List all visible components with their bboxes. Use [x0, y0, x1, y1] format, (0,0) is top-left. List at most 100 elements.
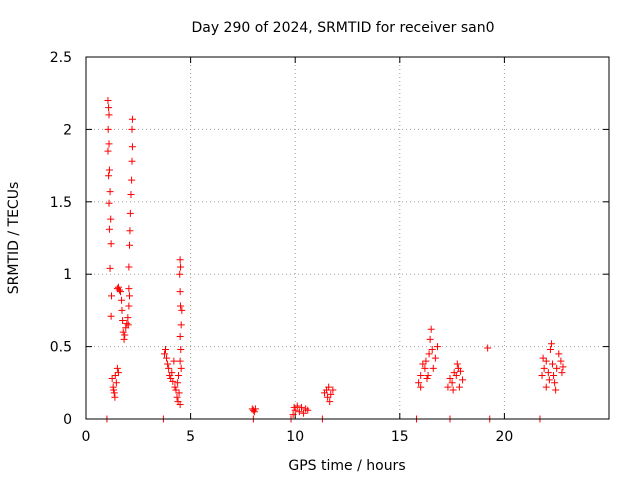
- data-point: [552, 386, 560, 394]
- data-point: [425, 350, 433, 358]
- y-axis-ticks: 0 0.5 1 1.5 2 2.5: [50, 50, 609, 428]
- data-point: [128, 143, 136, 151]
- data-point: [170, 357, 178, 365]
- data-point: [108, 374, 116, 382]
- data-point: [424, 372, 432, 380]
- data-point: [107, 240, 115, 248]
- x-tick-label: 20: [495, 429, 513, 445]
- data-point: [250, 408, 258, 416]
- data-point: [165, 364, 173, 372]
- data-point: [428, 345, 436, 353]
- data-point: [128, 115, 136, 123]
- data-point: [304, 406, 312, 414]
- data-point: [104, 147, 112, 155]
- data-point: [175, 389, 183, 397]
- data-point: [559, 363, 567, 371]
- data-point: [110, 386, 118, 394]
- data-point: [538, 372, 546, 380]
- data-point: [453, 360, 461, 368]
- data-point: [419, 360, 427, 368]
- data-point: [114, 283, 122, 291]
- data-point: [448, 379, 456, 387]
- data-point: [551, 379, 559, 387]
- data-point: [429, 364, 437, 372]
- data-point: [176, 256, 184, 264]
- data-point: [542, 383, 550, 391]
- data-point: [176, 288, 184, 296]
- y-tick-label: 1: [63, 267, 72, 283]
- data-points: [103, 96, 567, 423]
- data-point: [326, 398, 334, 406]
- data-point: [251, 405, 259, 413]
- data-point: [293, 402, 301, 410]
- data-point: [171, 383, 179, 391]
- data-point: [426, 335, 434, 343]
- data-point: [553, 364, 561, 372]
- data-point: [115, 286, 123, 294]
- data-point: [176, 357, 184, 365]
- y-axis-label: SRMTID / TECUs: [6, 182, 22, 295]
- data-point: [431, 354, 439, 362]
- chart-title: Day 290 of 2024, SRMTID for receiver san…: [191, 20, 494, 36]
- data-point: [547, 340, 555, 348]
- data-point: [168, 369, 176, 377]
- data-point: [107, 215, 115, 223]
- data-point: [163, 354, 171, 362]
- data-point: [177, 345, 185, 353]
- data-point: [542, 357, 550, 365]
- data-point: [104, 96, 112, 104]
- data-point: [125, 285, 133, 293]
- data-point: [449, 386, 457, 394]
- data-point: [484, 344, 492, 352]
- data-point: [105, 104, 113, 112]
- data-point: [128, 176, 136, 184]
- x-tick-label: 15: [391, 429, 409, 445]
- data-point: [126, 292, 134, 300]
- data-point: [176, 401, 184, 409]
- data-point: [422, 357, 430, 365]
- data-point: [178, 306, 186, 314]
- data-point: [174, 379, 182, 387]
- data-point: [105, 111, 113, 119]
- data-point: [120, 335, 128, 343]
- data-point: [291, 406, 299, 414]
- data-point: [544, 369, 552, 377]
- data-point: [105, 172, 113, 180]
- data-point: [427, 325, 435, 333]
- data-point: [126, 209, 134, 217]
- data-point: [177, 364, 185, 372]
- data-point: [455, 383, 463, 391]
- data-point: [558, 369, 566, 377]
- data-point: [415, 379, 423, 387]
- data-point: [126, 241, 134, 249]
- data-point: [174, 372, 182, 380]
- data-point: [324, 393, 332, 401]
- data-point: [295, 408, 303, 416]
- data-point: [289, 411, 297, 419]
- data-point: [105, 140, 113, 148]
- data-point: [459, 376, 467, 384]
- data-point: [327, 390, 335, 398]
- data-point: [106, 188, 114, 196]
- data-point: [123, 319, 131, 327]
- x-tick-label: 5: [186, 429, 195, 445]
- data-point: [417, 372, 425, 380]
- data-point: [125, 302, 133, 310]
- data-point: [540, 364, 548, 372]
- data-point: [121, 331, 129, 339]
- x-tick-label: 0: [82, 429, 91, 445]
- data-point: [124, 321, 132, 329]
- data-point: [127, 191, 135, 199]
- plot-frame: [85, 56, 610, 420]
- y-tick-label: 0: [63, 412, 72, 428]
- data-point: [433, 343, 441, 351]
- data-point: [173, 393, 181, 401]
- data-point: [118, 306, 126, 314]
- data-point: [161, 345, 169, 353]
- x-axis-ticks: 0 5 10 15 20: [82, 57, 513, 445]
- data-point: [169, 377, 177, 385]
- data-point: [325, 383, 333, 391]
- x-tick-label: 10: [286, 429, 304, 445]
- data-point: [128, 125, 136, 133]
